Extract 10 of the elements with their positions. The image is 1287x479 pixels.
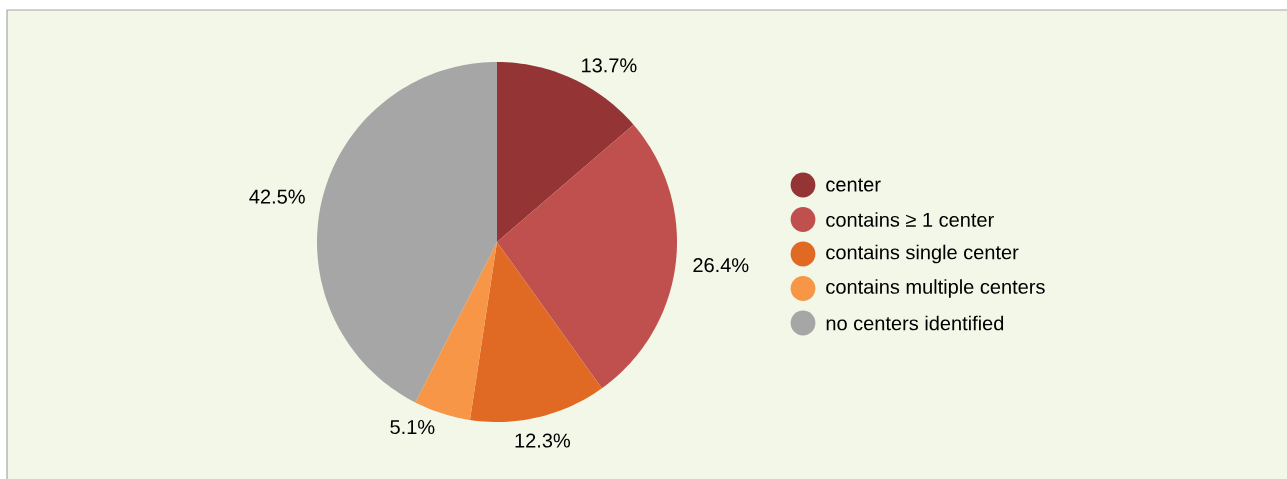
legend-label: contains single center [826, 244, 1019, 264]
data-label: 12.3% [515, 433, 571, 448]
data-label: 42.5% [249, 189, 305, 204]
data-label: 26.4% [693, 258, 749, 273]
data-label: 5.1% [390, 420, 435, 435]
legend-label: center [826, 178, 881, 192]
legend-label: contains ≥ 1 center [826, 212, 994, 227]
legend-label: no centers identified [826, 315, 1004, 331]
legend-label: contains multiple centers [826, 279, 1045, 298]
data-label: 13.7% [582, 58, 637, 73]
